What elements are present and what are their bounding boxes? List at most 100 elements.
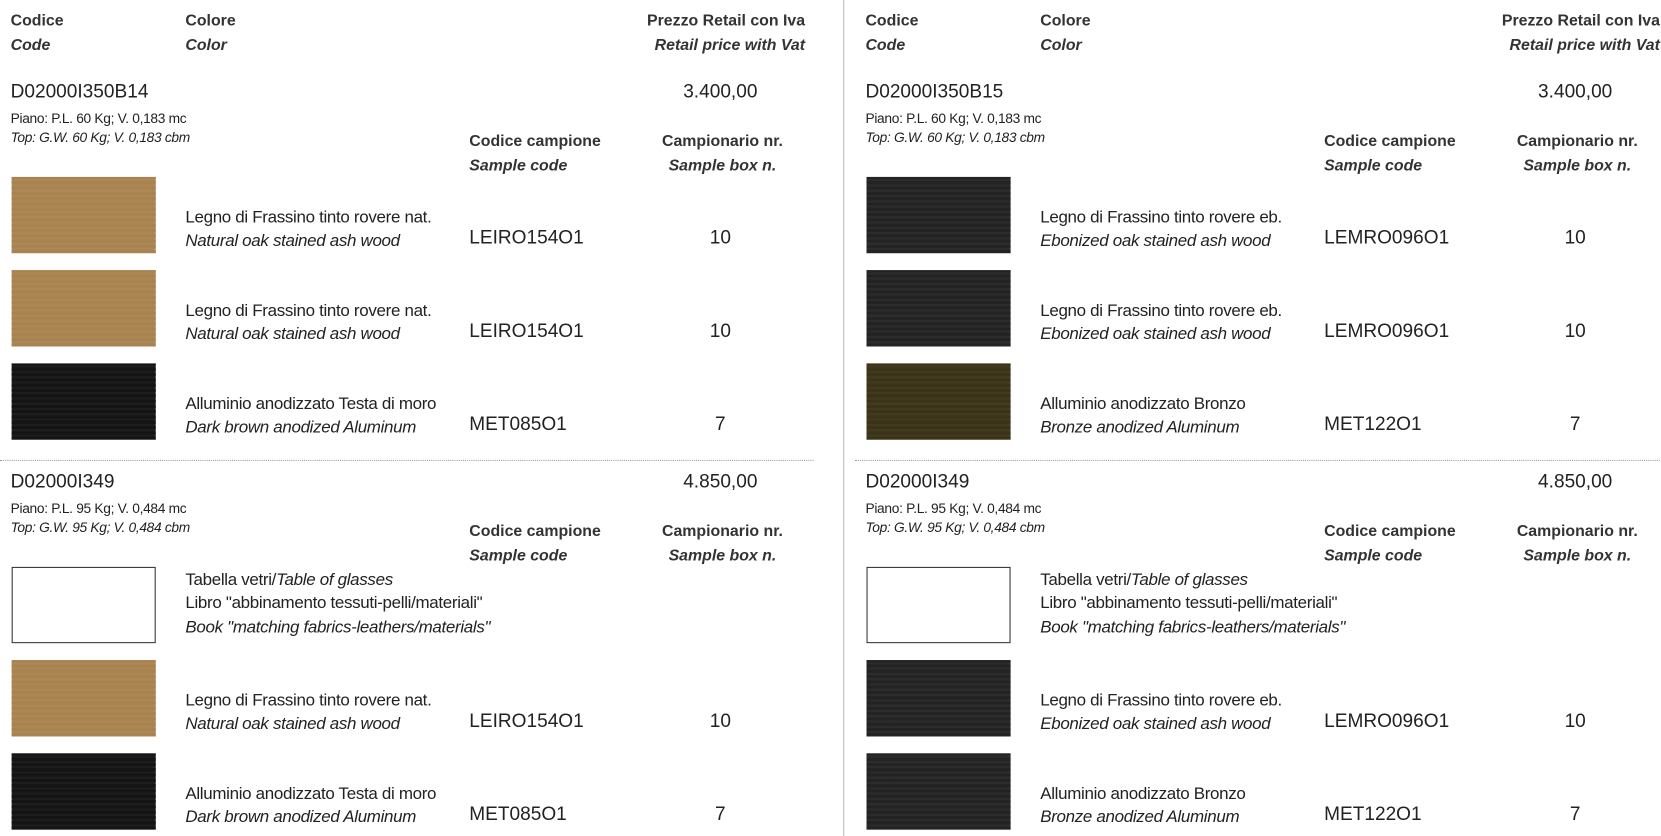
swatch [11,566,156,644]
product-code: D02000I349 [865,470,970,492]
product-code: D02000I349 [10,470,115,492]
item-sample-code: MET122O1 [1324,803,1422,825]
item-desc: Alluminio anodizzato Testa di moro [185,395,437,414]
item-box: 7 [715,413,726,435]
product-price: 4.850,00 [1538,470,1613,492]
swatch [866,176,1011,254]
item-desc-en: Ebonized oak stained ash wood [1040,715,1271,734]
sample-box-label-en: Sample box n. [1523,546,1632,565]
item-desc: Tabella vetri/Table of glasses [1040,569,1248,592]
header-price: Prezzo Retail con Iva [647,11,806,30]
item-desc-en: Dark brown anodized Aluminum [185,808,417,827]
swatch [866,363,1011,440]
item-desc: Tabella vetri/Table of glasses [185,569,393,592]
sample-box-label-en: Sample box n. [668,156,777,175]
item-box: 10 [709,709,731,732]
swatch [11,270,156,347]
item-sample-code: LEMRO096O1 [1324,319,1450,342]
header-color: Colore [1040,11,1091,30]
item-sample-code: LEIRO154O1 [469,226,584,248]
product-code: D02000I350B14 [10,80,149,102]
item-sample-code: MET122O1 [1324,413,1422,435]
item-desc-it: Tabella vetri/ [185,571,277,590]
swatch [866,753,1011,830]
product-spec: Piano: P.L. 60 Kg; V. 0,183 mc [865,110,1042,127]
header-color: Colore [185,11,236,30]
sample-box-label-en: Sample box n. [1523,156,1632,175]
header-color-en: Color [185,36,227,55]
header-code: Codice [10,11,64,30]
swatch [11,176,156,254]
product-spec: Piano: P.L. 95 Kg; V. 0,484 mc [10,500,187,517]
item-box: 10 [1564,709,1586,732]
separator [0,459,814,461]
item-desc-en: Natural oak stained ash wood [185,232,400,251]
swatch [866,566,1011,644]
swatch [866,270,1011,347]
item-box: 7 [1569,413,1581,435]
item-desc-en: Natural oak stained ash wood [185,715,400,734]
sample-box-label-en: Sample box n. [668,546,777,565]
item-desc-en: Bronze anodized Aluminum [1040,418,1240,437]
item-box: 10 [709,226,731,248]
item-desc-en: Natural oak stained ash wood [185,325,400,344]
header-code: Codice [865,11,919,30]
swatch [11,660,156,737]
sample-code-label-en: Sample code [469,546,568,565]
header-price: Prezzo Retail con Iva [1501,11,1660,30]
sample-box-label: Campionario nr. [1516,132,1638,151]
item-desc-it: Tabella vetri/ [1040,571,1131,590]
item-desc-en: Dark brown anodized Aluminum [185,418,417,437]
header-code-en: Code [10,36,51,55]
item-desc-en: Table of glasses [1130,571,1248,590]
column-divider [843,0,845,836]
item-box: 10 [1564,226,1586,248]
sample-box-label: Campionario nr. [661,522,783,541]
sample-code-label: Codice campione [469,132,601,151]
item-book: Libro "abbinamento tessuti-pelli/materia… [185,594,483,613]
item-desc: Alluminio anodizzato Testa di moro [185,785,437,804]
sample-code-label-en: Sample code [1324,156,1423,175]
sample-code-label: Codice campione [1324,132,1456,151]
swatch [866,660,1011,737]
swatch [11,753,156,830]
separator [854,459,1661,461]
product-spec-en: Top: G.W. 60 Kg; V. 0,183 cbm [865,129,1045,146]
item-desc: Alluminio anodizzato Bronzo [1040,785,1246,804]
header-code-en: Code [865,36,906,55]
product-price: 3.400,00 [1538,80,1613,102]
sample-box-label: Campionario nr. [1516,522,1638,541]
sample-box-label: Campionario nr. [661,132,783,151]
product-spec-en: Top: G.W. 95 Kg; V. 0,484 cbm [865,519,1045,536]
header-price-en: Retail price with Vat [1509,36,1660,55]
sample-code-label-en: Sample code [469,156,568,175]
item-sample-code: MET085O1 [469,803,567,825]
item-desc-en: Bronze anodized Aluminum [1040,808,1240,827]
item-desc: Legno di Frassino tinto rovere nat. [185,691,432,710]
item-book: Libro "abbinamento tessuti-pelli/materia… [1040,594,1338,613]
product-code: D02000I350B15 [865,80,1004,102]
product-spec-en: Top: G.W. 95 Kg; V. 0,484 cbm [10,519,191,536]
product-price: 3.400,00 [683,80,758,102]
header-price-en: Retail price with Vat [654,36,806,55]
item-desc-en: Table of glasses [276,571,393,590]
sample-code-label-en: Sample code [1324,546,1423,565]
sample-code-label: Codice campione [1324,522,1456,541]
item-desc: Alluminio anodizzato Bronzo [1040,395,1246,414]
item-desc: Legno di Frassino tinto rovere eb. [1040,691,1282,710]
item-sample-code: LEIRO154O1 [469,709,584,732]
swatch [11,363,156,440]
product-spec: Piano: P.L. 95 Kg; V. 0,484 mc [865,500,1042,517]
item-sample-code: LEMRO096O1 [1324,226,1450,248]
item-box: 7 [715,803,726,825]
product-price: 4.850,00 [683,470,758,492]
item-sample-code: LEIRO154O1 [469,319,584,342]
item-box: 7 [1569,803,1581,825]
item-desc-en: Ebonized oak stained ash wood [1040,232,1271,251]
item-book-en: Book "matching fabrics-leathers/material… [185,618,491,637]
item-desc: Legno di Frassino tinto rovere eb. [1040,208,1282,227]
product-spec-en: Top: G.W. 60 Kg; V. 0,183 cbm [10,129,191,146]
item-desc: Legno di Frassino tinto rovere nat. [185,301,432,320]
item-desc: Legno di Frassino tinto rovere eb. [1040,301,1282,320]
